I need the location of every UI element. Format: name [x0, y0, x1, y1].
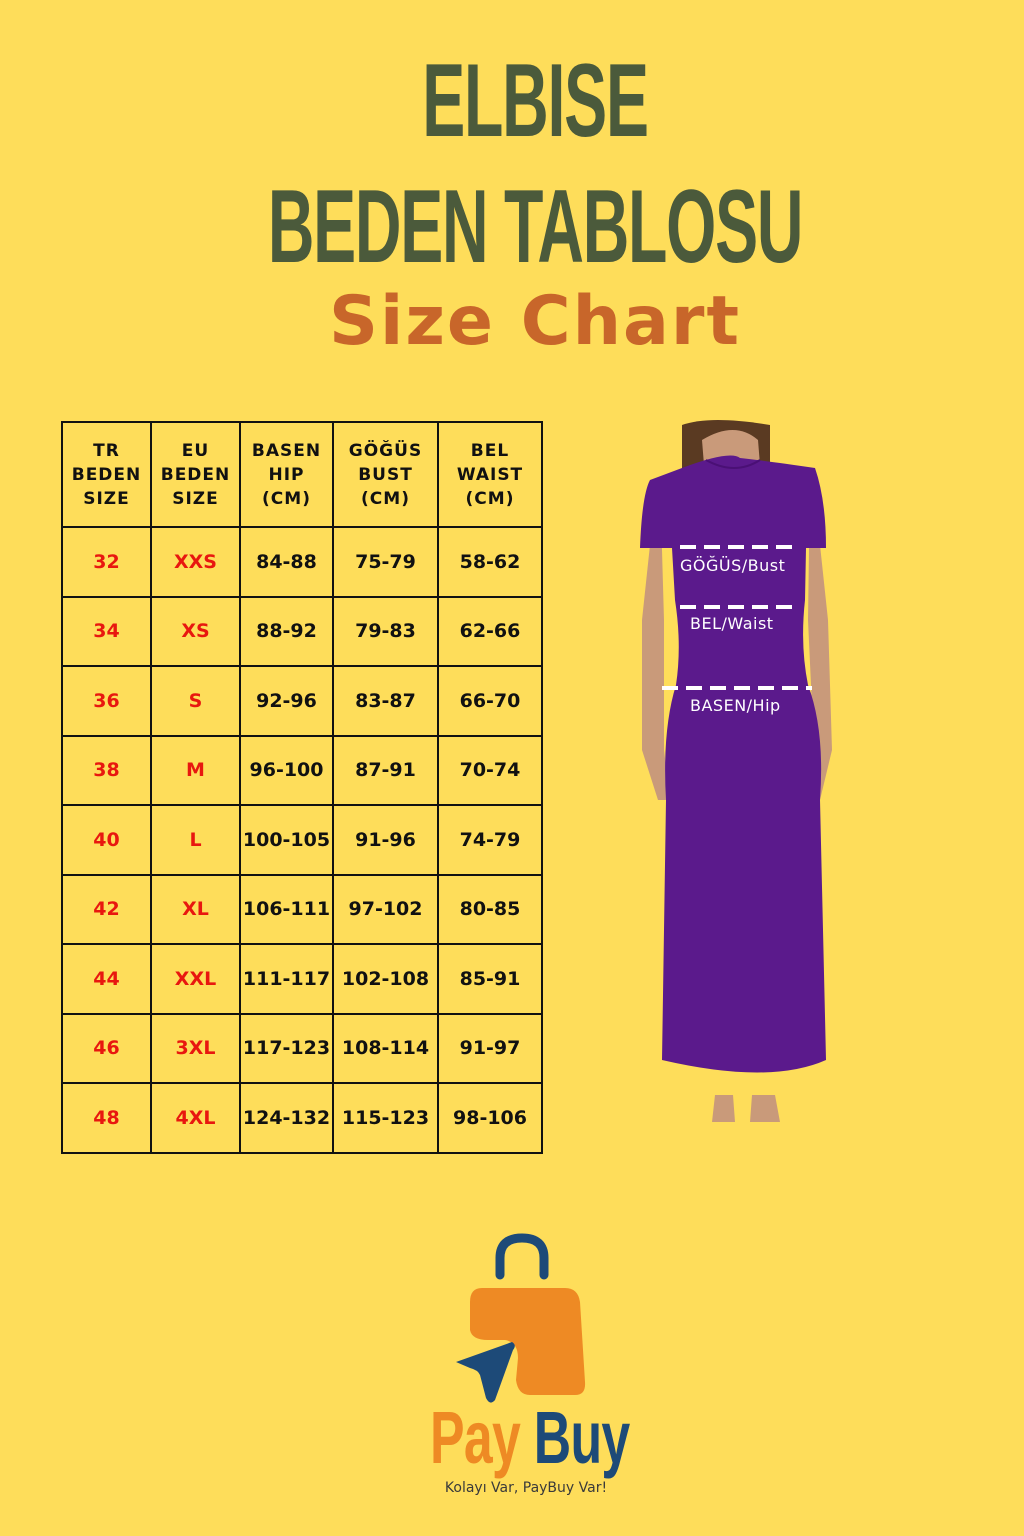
header-line: (CM) [262, 488, 311, 509]
table-row: 38 M 96-100 87-91 70-74 [61, 734, 543, 806]
brand-logo-text: Pay Buy [430, 1395, 630, 1480]
column-header: TR BEDEN SIZE [61, 421, 152, 528]
header-line: BEL [470, 440, 510, 461]
table-cell: 66-70 [437, 665, 543, 737]
table-cell: 111-117 [239, 943, 334, 1015]
table-row: 44 XXL 111-117 102-108 85-91 [61, 943, 543, 1015]
table-cell: 83-87 [332, 665, 439, 737]
table-cell: 38 [61, 734, 152, 806]
dress-illustration [640, 420, 832, 1122]
table-cell: 92-96 [239, 665, 334, 737]
subtitle: Size Chart [329, 282, 741, 361]
size-table: TR BEDEN SIZE EU BEDEN SIZE BASEN HIP (CM) GÖĞÜS B… [61, 421, 543, 1154]
header-line: SIZE [172, 488, 219, 509]
waist-label: BEL/Waist [690, 614, 774, 633]
table-cell: 62-66 [437, 595, 543, 667]
table-cell: 58-62 [437, 526, 543, 598]
table-cell: XXL [150, 943, 241, 1015]
header-line: WAIST [456, 464, 524, 485]
header-line: BUST [358, 464, 413, 485]
table-cell: 46 [61, 1012, 152, 1084]
table-cell: 42 [61, 873, 152, 945]
table-cell: 48 [61, 1082, 152, 1154]
table-row: 48 4XL 124-132 115-123 98-106 [61, 1082, 543, 1154]
table-cell: 97-102 [332, 873, 439, 945]
table-cell: 108-114 [332, 1012, 439, 1084]
hip-label: BASEN/Hip [690, 696, 781, 715]
header-line: (CM) [465, 488, 515, 509]
table-cell: 100-105 [239, 804, 334, 876]
shopping-bag-logo-icon [456, 1233, 586, 1403]
table-cell: 75-79 [332, 526, 439, 598]
column-header: EU BEDEN SIZE [150, 421, 241, 528]
table-cell: 84-88 [239, 526, 334, 598]
table-cell: 4XL [150, 1082, 241, 1154]
table-cell: 91-97 [437, 1012, 543, 1084]
table-cell: 85-91 [437, 943, 543, 1015]
table-row: 36 S 92-96 83-87 66-70 [61, 665, 543, 737]
table-cell: 98-106 [437, 1082, 543, 1154]
header-line: TR [93, 440, 120, 461]
table-cell: S [150, 665, 241, 737]
table-cell: 87-91 [332, 734, 439, 806]
header-line: GÖĞÜS [348, 440, 423, 461]
bust-label: GÖĞÜS/Bust [680, 556, 786, 575]
table-cell: XS [150, 595, 241, 667]
table-cell: M [150, 734, 241, 806]
table-row: 40 L 100-105 91-96 74-79 [61, 804, 543, 876]
table-cell: 36 [61, 665, 152, 737]
brand-pay: Pay [430, 1396, 521, 1479]
header-line: HIP [268, 464, 305, 485]
dress-figure: GÖĞÜS/Bust BEL/Waist BASEN/Hip [620, 420, 860, 1125]
table-cell: 96-100 [239, 734, 334, 806]
header-line: (CM) [361, 488, 410, 509]
header-line: BEDEN [160, 464, 231, 485]
header-line: EU [181, 440, 210, 461]
brand-buy: Buy [533, 1396, 630, 1479]
table-cell: 70-74 [437, 734, 543, 806]
table-cell: 117-123 [239, 1012, 334, 1084]
table-cell: 74-79 [437, 804, 543, 876]
table-cell: L [150, 804, 241, 876]
table-cell: XL [150, 873, 241, 945]
column-header: BASEN HIP (CM) [239, 421, 334, 528]
table-row: 34 XS 88-92 79-83 62-66 [61, 595, 543, 667]
table-cell: 34 [61, 595, 152, 667]
title-line-1: ELBISE [422, 43, 649, 159]
table-cell: 115-123 [332, 1082, 439, 1154]
table-row: 46 3XL 117-123 108-114 91-97 [61, 1012, 543, 1084]
table-row: 32 XXS 84-88 75-79 58-62 [61, 526, 543, 598]
table-cell: 124-132 [239, 1082, 334, 1154]
header-line: BEDEN [71, 464, 142, 485]
table-cell: 88-92 [239, 595, 334, 667]
table-cell: 102-108 [332, 943, 439, 1015]
table-cell: 80-85 [437, 873, 543, 945]
table-cell: 3XL [150, 1012, 241, 1084]
table-row: 42 XL 106-111 97-102 80-85 [61, 873, 543, 945]
table-cell: 91-96 [332, 804, 439, 876]
title-line-2: BEDEN TABLOSU [267, 169, 804, 285]
table-cell: 32 [61, 526, 152, 598]
header-line: BASEN [251, 440, 322, 461]
header-line: SIZE [83, 488, 130, 509]
column-header: BEL WAIST (CM) [437, 421, 543, 528]
table-cell: 106-111 [239, 873, 334, 945]
table-cell: 40 [61, 804, 152, 876]
column-header: GÖĞÜS BUST (CM) [332, 421, 439, 528]
table-cell: 44 [61, 943, 152, 1015]
table-cell: 79-83 [332, 595, 439, 667]
table-cell: XXS [150, 526, 241, 598]
tagline: Kolayı Var, PayBuy Var! [444, 1480, 608, 1496]
